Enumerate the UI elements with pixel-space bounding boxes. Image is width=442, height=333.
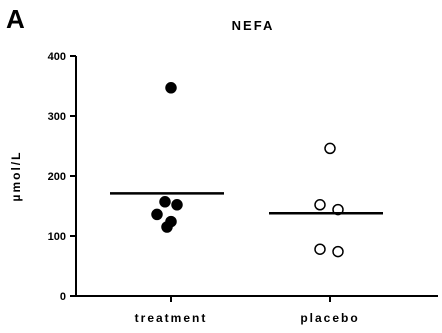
x-tick-label-treatment: treatment [135,311,208,325]
filled-data-point [171,199,183,211]
open-data-point [314,199,326,211]
y-tick-label: 300 [48,111,66,123]
filled-data-point [151,208,163,221]
axes: 0 100 200 300 400 treatment placebo [48,51,438,325]
open-data-point [324,142,336,155]
open-data-point [314,243,326,255]
filled-data-point [165,82,177,94]
y-axis-label: µmol/L [9,151,23,202]
x-tick-label-placebo: placebo [300,311,359,325]
panel-letter: A [6,4,25,34]
filled-data-point [159,196,171,208]
chart-title: NEFA [232,18,275,33]
y-tick-label: 0 [60,291,66,303]
data-marks [110,82,383,258]
y-tick-label: 200 [48,171,66,183]
open-data-point [332,245,344,258]
y-tick-label: 100 [48,231,66,243]
filled-data-point [161,221,173,233]
y-tick-label: 400 [48,51,66,63]
